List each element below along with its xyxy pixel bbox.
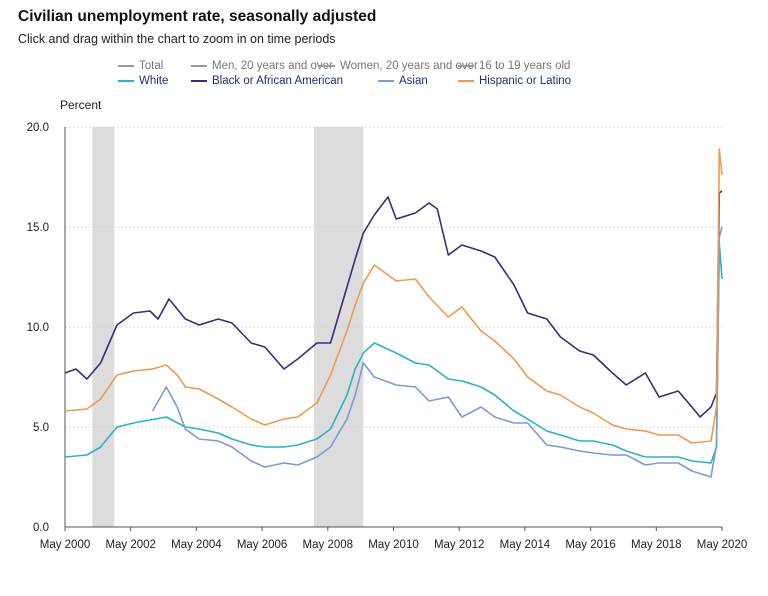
legend-swatch — [378, 80, 394, 82]
legend-swatch — [191, 80, 207, 82]
legend-item-hispanic-or-latino[interactable]: Hispanic or Latino — [458, 75, 571, 87]
legend-label: Women, 20 years and over — [340, 60, 478, 72]
y-axis-label: Percent — [60, 98, 102, 112]
legend-item-16-to-19-years-old[interactable]: 16 to 19 years old — [458, 60, 570, 72]
legend-label: Black or African American — [212, 75, 344, 87]
legend-swatch — [319, 65, 335, 67]
x-tick-label: May 2018 — [631, 539, 682, 551]
legend-item-white[interactable]: White — [118, 75, 168, 87]
series-line-asian — [151, 226, 723, 478]
legend-item-black-or-african-american[interactable]: Black or African American — [191, 75, 343, 87]
x-tick-label: May 2000 — [40, 539, 91, 551]
x-tick-label: May 2008 — [303, 539, 354, 551]
y-tick-label: 20.0 — [27, 122, 49, 134]
legend-label: Men, 20 years and over — [212, 60, 333, 72]
legend-swatch — [118, 80, 134, 82]
series-line-hispanic-or-latino — [64, 148, 723, 444]
legend-label: Hispanic or Latino — [479, 75, 572, 87]
series-line-black-or-african-american — [64, 190, 723, 418]
x-tick-label: May 2010 — [368, 539, 419, 551]
legend-swatch — [458, 80, 474, 82]
legend-swatch — [118, 65, 134, 67]
y-tick-label: 0.0 — [33, 522, 49, 534]
legend-label: Asian — [399, 75, 428, 87]
x-tick-label: May 2012 — [434, 539, 485, 551]
chart-legend: Total Men, 20 years and over Women, 20 yea… — [0, 56, 768, 92]
y-tick-label: 10.0 — [27, 322, 49, 334]
legend-swatch — [458, 65, 474, 67]
legend-label: 16 to 19 years old — [479, 60, 571, 72]
chart-subtitle: Click and drag within the chart to zoom … — [18, 32, 336, 46]
series-line-white — [64, 242, 723, 464]
x-tick-label: May 2016 — [565, 539, 616, 551]
legend-swatch — [191, 65, 207, 67]
legend-label: White — [139, 75, 169, 87]
legend-label: Total — [139, 60, 164, 72]
x-tick-label: May 2006 — [237, 539, 288, 551]
legend-item-men-20-years-and-over[interactable]: Men, 20 years and over — [191, 60, 333, 72]
x-tick-label: May 2014 — [500, 539, 551, 551]
y-tick-label: 15.0 — [27, 222, 49, 234]
legend-item-women-20-years-and-over[interactable]: Women, 20 years and over — [319, 60, 478, 72]
chart-title: Civilian unemployment rate, seasonally a… — [18, 8, 377, 25]
y-tick-label: 5.0 — [33, 422, 49, 434]
legend-item-asian[interactable]: Asian — [378, 75, 428, 87]
x-tick-label: May 2004 — [171, 539, 222, 551]
x-tick-label: May 2020 — [697, 539, 748, 551]
recession-band — [92, 127, 115, 527]
x-tick-label: May 2002 — [105, 539, 156, 551]
legend-item-total[interactable]: Total — [118, 60, 163, 72]
